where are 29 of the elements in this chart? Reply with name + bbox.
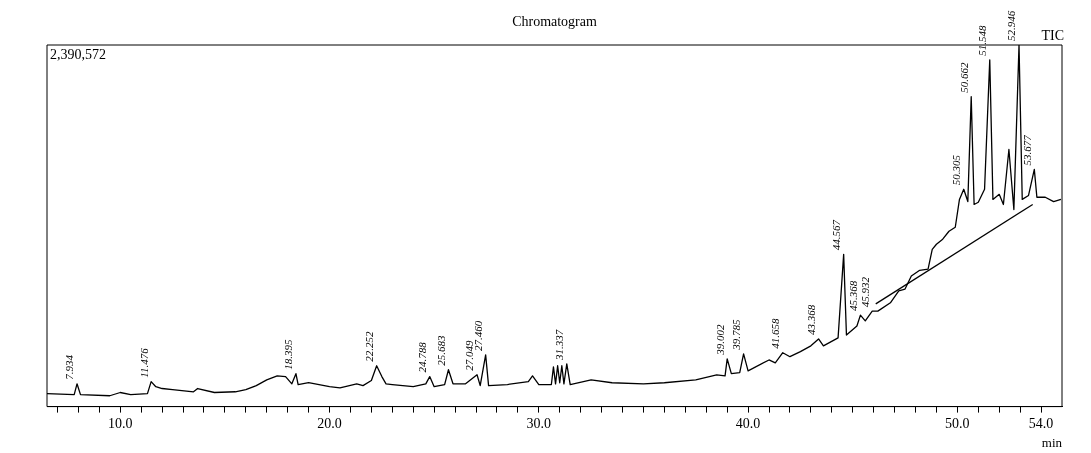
x-tick-label: 54.0 [1028, 415, 1054, 431]
annotation: 50.305 [950, 154, 963, 186]
chart-title: Chromatogram [512, 13, 597, 29]
x-tick-label: 50.0 [945, 415, 970, 431]
annotation: 7.934 [63, 354, 76, 380]
annotation: 45.368 [846, 280, 859, 312]
annotation: 43.368 [804, 304, 817, 335]
annotation: 51.548 [976, 25, 989, 56]
annotation: 2,390,572 [50, 46, 106, 62]
x-tick-label: 30.0 [526, 415, 552, 431]
annotation: 41.658 [769, 317, 782, 349]
annotation: 45.932 [858, 276, 871, 308]
annotation: 39.785 [729, 319, 742, 351]
annotation: 11.476 [137, 347, 150, 378]
x-tick-label: 20.0 [317, 415, 342, 431]
annotation: 25.683 [434, 334, 447, 366]
x-tick-label: 10.0 [108, 415, 133, 431]
annotation: 24.788 [416, 341, 429, 373]
annotation: 44.567 [830, 219, 843, 251]
annotation: 39.002 [713, 324, 726, 356]
annotation: 53.677 [1020, 134, 1033, 166]
x-axis-title: min [1041, 434, 1063, 450]
annotation: 22.252 [363, 330, 376, 362]
annotation: 50.662 [957, 61, 970, 93]
annotation: 31.337 [553, 329, 566, 361]
text: TIC [1041, 27, 1064, 43]
annotation: 52.946 [1005, 10, 1018, 41]
x-tick-label: 40.0 [735, 415, 761, 431]
annotation: 18.395 [282, 338, 295, 370]
